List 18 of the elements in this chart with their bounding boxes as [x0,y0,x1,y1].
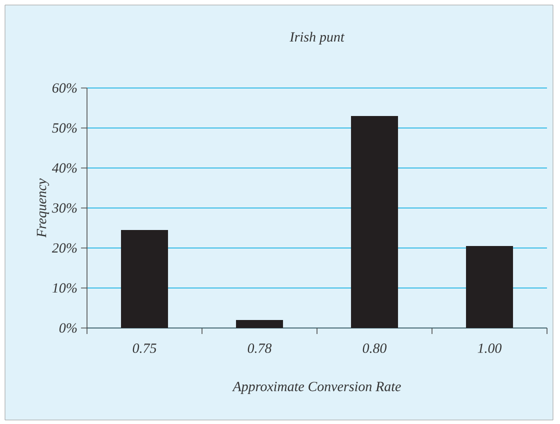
x-tick-label: 0.80 [362,344,387,353]
y-tick-label: 20% [52,243,77,253]
bar [351,116,398,328]
y-tick-label: 50% [52,123,77,133]
y-axis-title: Frequency [36,178,50,238]
y-tick-label: 0% [59,323,77,333]
y-tick-label: 60% [52,83,77,93]
y-tick-label: 30% [52,203,77,213]
x-axis-title: Approximate Conversion Rate [232,382,401,394]
bar [236,320,284,328]
bar [121,230,168,328]
y-tick-label: 10% [52,283,77,293]
x-tick-label: 0.75 [132,344,156,353]
chart-title: Irish punt [290,32,345,45]
x-tick-label: 1.00 [478,344,502,353]
x-tick-label: 0.78 [248,344,272,353]
y-tick-label: 40% [52,163,77,173]
bar [466,246,514,328]
